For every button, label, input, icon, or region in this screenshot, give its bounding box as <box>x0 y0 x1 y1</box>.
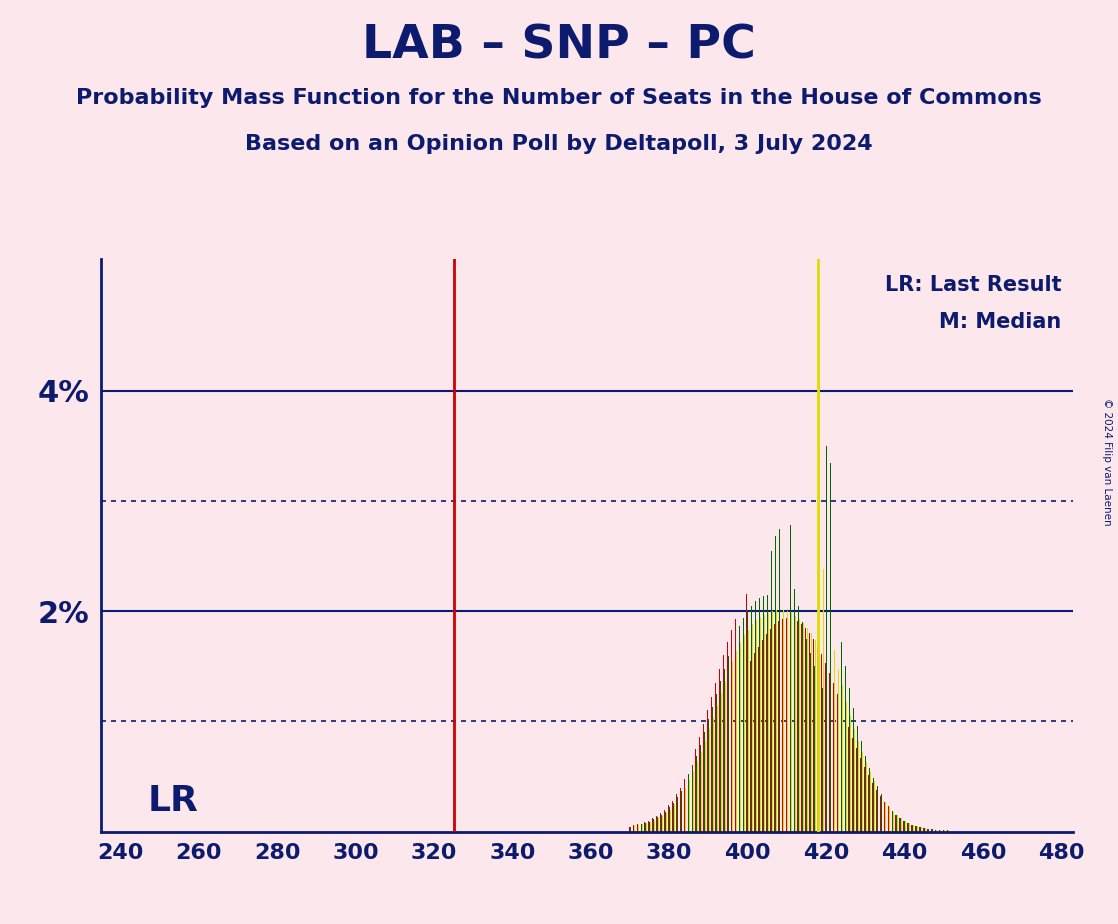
Text: M: Median: M: Median <box>939 311 1061 332</box>
Text: Probability Mass Function for the Number of Seats in the House of Commons: Probability Mass Function for the Number… <box>76 88 1042 108</box>
Text: LAB – SNP – PC: LAB – SNP – PC <box>362 23 756 68</box>
Text: LR: Last Result: LR: Last Result <box>884 275 1061 296</box>
Text: © 2024 Filip van Laenen: © 2024 Filip van Laenen <box>1102 398 1112 526</box>
Text: Based on an Opinion Poll by Deltapoll, 3 July 2024: Based on an Opinion Poll by Deltapoll, 3… <box>245 134 873 154</box>
Text: LR: LR <box>148 784 199 819</box>
